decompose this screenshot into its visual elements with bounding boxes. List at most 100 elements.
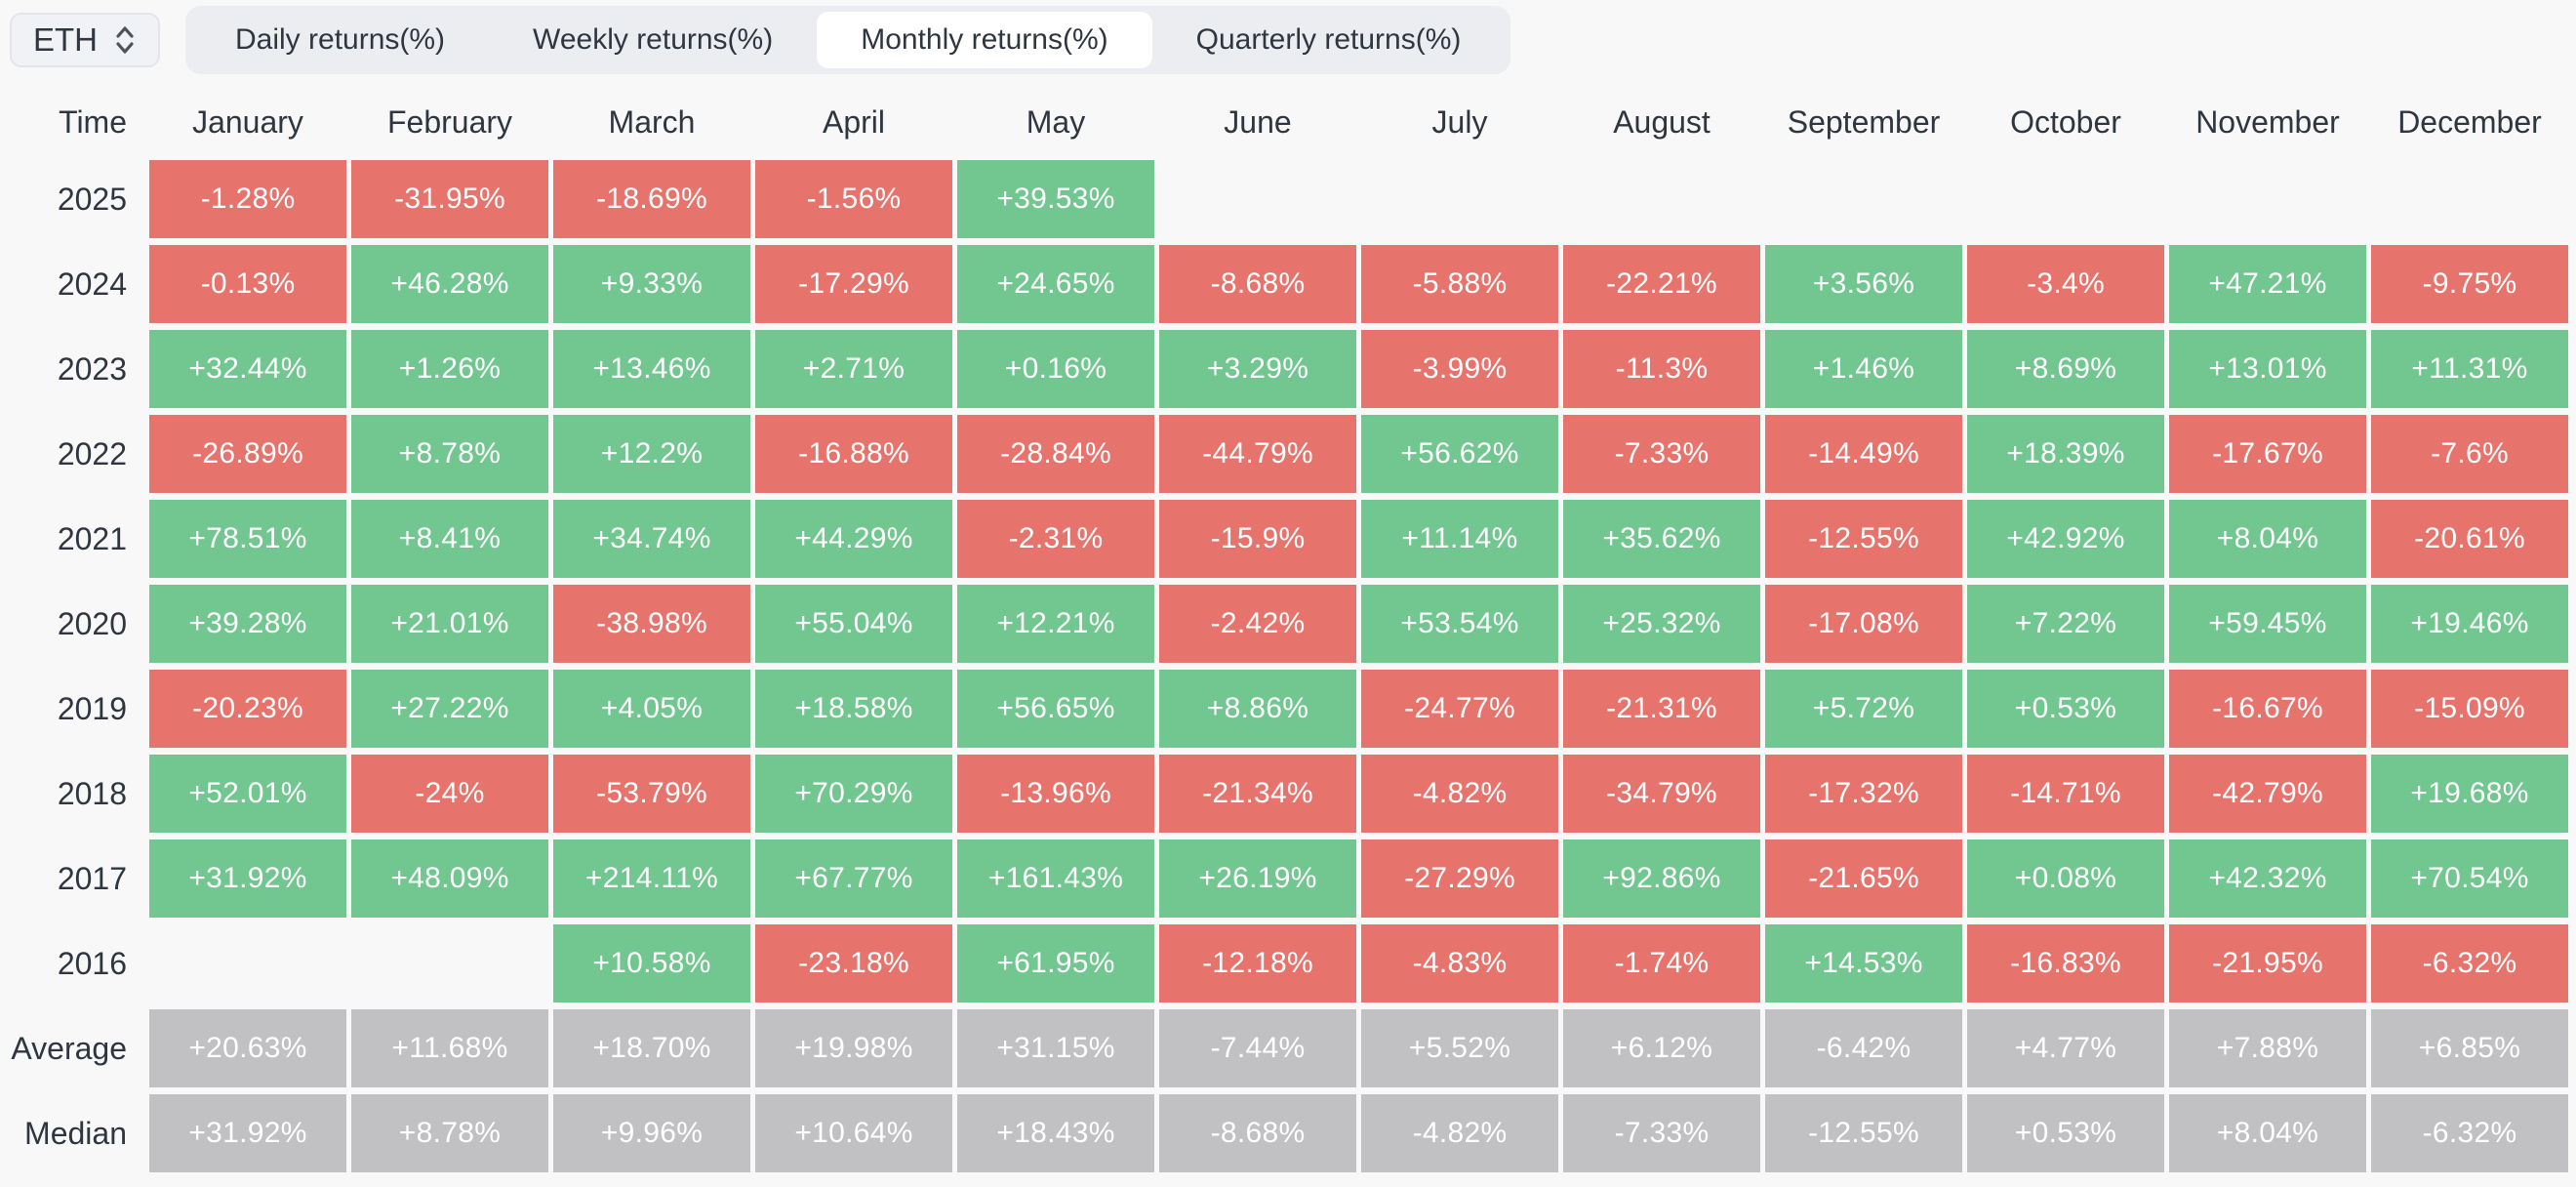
cell-2016-april: -23.18%	[755, 924, 952, 1003]
cell-2021-november: +8.04%	[2169, 500, 2366, 578]
cell-2016-september: +14.53%	[1765, 924, 1962, 1003]
cell-2016-may: +61.95%	[957, 924, 1154, 1003]
row-label-2019: 2019	[57, 690, 127, 726]
empty-cell-2016-february	[351, 924, 548, 1003]
cell-2024-november: +47.21%	[2169, 245, 2366, 323]
table-row-2023: 2023 +32.44% +1.26% +13.46% +2.71% +0.16% +3.2…	[0, 330, 2568, 408]
column-header-time: Time	[59, 103, 127, 140]
cell-2021-may: -2.31%	[957, 500, 1154, 578]
cell-2024-april: -17.29%	[755, 245, 952, 323]
cell-2016-march: +10.58%	[553, 924, 750, 1003]
cell-2017-may: +161.43%	[957, 839, 1154, 918]
cell-2019-february: +27.22%	[351, 670, 548, 748]
tab-daily-returns[interactable]: Daily returns(%)	[235, 23, 446, 56]
cell-2018-august: -34.79%	[1563, 755, 1760, 833]
cell-2023-march: +13.46%	[553, 330, 750, 408]
cell-2022-march: +12.2%	[553, 415, 750, 493]
cell-2023-may: +0.16%	[957, 330, 1154, 408]
cell-2020-april: +55.04%	[755, 585, 952, 663]
column-header-august: August	[1613, 103, 1711, 140]
cell-2017-january: +31.92%	[149, 839, 346, 918]
cell-2019-may: +56.65%	[957, 670, 1154, 748]
cell-average-september: -6.42%	[1765, 1009, 1962, 1087]
cell-2017-june: +26.19%	[1159, 839, 1356, 918]
cell-2021-march: +34.74%	[553, 500, 750, 578]
column-header-june: June	[1224, 103, 1292, 140]
cell-2018-march: -53.79%	[553, 755, 750, 833]
column-header-april: April	[822, 103, 885, 140]
table-row-2019: 2019 -20.23% +27.22% +4.05% +18.58% +56.65% +8…	[0, 670, 2568, 748]
row-label-2023: 2023	[57, 350, 127, 387]
cell-2024-september: +3.56%	[1765, 245, 1962, 323]
cell-2020-march: -38.98%	[553, 585, 750, 663]
tab-quarterly-returns[interactable]: Quarterly returns(%)	[1195, 23, 1462, 56]
cell-2022-april: -16.88%	[755, 415, 952, 493]
table-row-average: Average +20.63% +11.68% +18.70% +19.98% +31.1…	[0, 1009, 2568, 1087]
row-label-2022: 2022	[57, 435, 127, 471]
cell-2021-april: +44.29%	[755, 500, 952, 578]
tab-monthly-returns[interactable]: Monthly returns(%)	[817, 12, 1152, 68]
cell-median-may: +18.43%	[957, 1094, 1154, 1172]
cell-2020-december: +19.46%	[2371, 585, 2568, 663]
empty-cell-2025-july	[1361, 160, 1558, 238]
row-label-2017: 2017	[57, 860, 127, 896]
cell-2023-september: +1.46%	[1765, 330, 1962, 408]
cell-2023-april: +2.71%	[755, 330, 952, 408]
cell-average-march: +18.70%	[553, 1009, 750, 1087]
table-row-2017: 2017 +31.92% +48.09% +214.11% +67.77% +161.43…	[0, 839, 2568, 918]
cell-median-january: +31.92%	[149, 1094, 346, 1172]
cell-2020-august: +25.32%	[1563, 585, 1760, 663]
cell-2025-may: +39.53%	[957, 160, 1154, 238]
cell-2018-december: +19.68%	[2371, 755, 2568, 833]
cell-average-november: +7.88%	[2169, 1009, 2366, 1087]
cell-average-june: -7.44%	[1159, 1009, 1356, 1087]
cell-2018-september: -17.32%	[1765, 755, 1962, 833]
cell-2017-march: +214.11%	[553, 839, 750, 918]
cell-2022-july: +56.62%	[1361, 415, 1558, 493]
cell-2022-january: -26.89%	[149, 415, 346, 493]
cell-2021-february: +8.41%	[351, 500, 548, 578]
cell-median-december: -6.32%	[2371, 1094, 2568, 1172]
cell-2022-october: +18.39%	[1967, 415, 2164, 493]
table-row-2018: 2018 +52.01% -24% -53.79% +70.29% -13.96% -21.…	[0, 755, 2568, 833]
table-header-row: Time January February March April May June July…	[0, 88, 2568, 156]
cell-2024-august: -22.21%	[1563, 245, 1760, 323]
column-header-november: November	[2195, 103, 2340, 140]
cell-2019-january: -20.23%	[149, 670, 346, 748]
cell-2017-april: +67.77%	[755, 839, 952, 918]
cell-2019-july: -24.77%	[1361, 670, 1558, 748]
cell-median-october: +0.53%	[1967, 1094, 2164, 1172]
cell-2023-november: +13.01%	[2169, 330, 2366, 408]
cell-2020-may: +12.21%	[957, 585, 1154, 663]
cell-2018-february: -24%	[351, 755, 548, 833]
cell-median-august: -7.33%	[1563, 1094, 1760, 1172]
column-header-september: September	[1787, 103, 1941, 140]
coin-selector-label: ETH	[33, 21, 98, 58]
cell-2024-march: +9.33%	[553, 245, 750, 323]
row-label-average: Average	[11, 1030, 127, 1066]
cell-2023-july: -3.99%	[1361, 330, 1558, 408]
tab-weekly-returns[interactable]: Weekly returns(%)	[533, 23, 774, 56]
empty-cell-2025-october	[1967, 160, 2164, 238]
table-row-2016: 2016 +10.58% -23.18% +61.95% -12.18% -4.83% -1…	[0, 924, 2568, 1003]
cell-2018-november: -42.79%	[2169, 755, 2366, 833]
row-label-2025: 2025	[57, 181, 127, 217]
cell-2017-february: +48.09%	[351, 839, 548, 918]
cell-2025-march: -18.69%	[553, 160, 750, 238]
cell-2025-january: -1.28%	[149, 160, 346, 238]
cell-2016-june: -12.18%	[1159, 924, 1356, 1003]
cell-2019-june: +8.86%	[1159, 670, 1356, 748]
cell-2017-august: +92.86%	[1563, 839, 1760, 918]
cell-2018-july: -4.82%	[1361, 755, 1558, 833]
empty-cell-2016-january	[149, 924, 346, 1003]
table-row-median: Median +31.92% +8.78% +9.96% +10.64% +18.43% -…	[0, 1094, 2568, 1172]
cell-average-july: +5.52%	[1361, 1009, 1558, 1087]
cell-2019-august: -21.31%	[1563, 670, 1760, 748]
updown-chevron-icon	[113, 21, 137, 59]
cell-2023-august: -11.3%	[1563, 330, 1760, 408]
cell-median-september: -12.55%	[1765, 1094, 1962, 1172]
row-label-2020: 2020	[57, 605, 127, 641]
cell-2022-february: +8.78%	[351, 415, 548, 493]
empty-cell-2025-june	[1159, 160, 1356, 238]
coin-selector[interactable]: ETH	[10, 13, 160, 67]
